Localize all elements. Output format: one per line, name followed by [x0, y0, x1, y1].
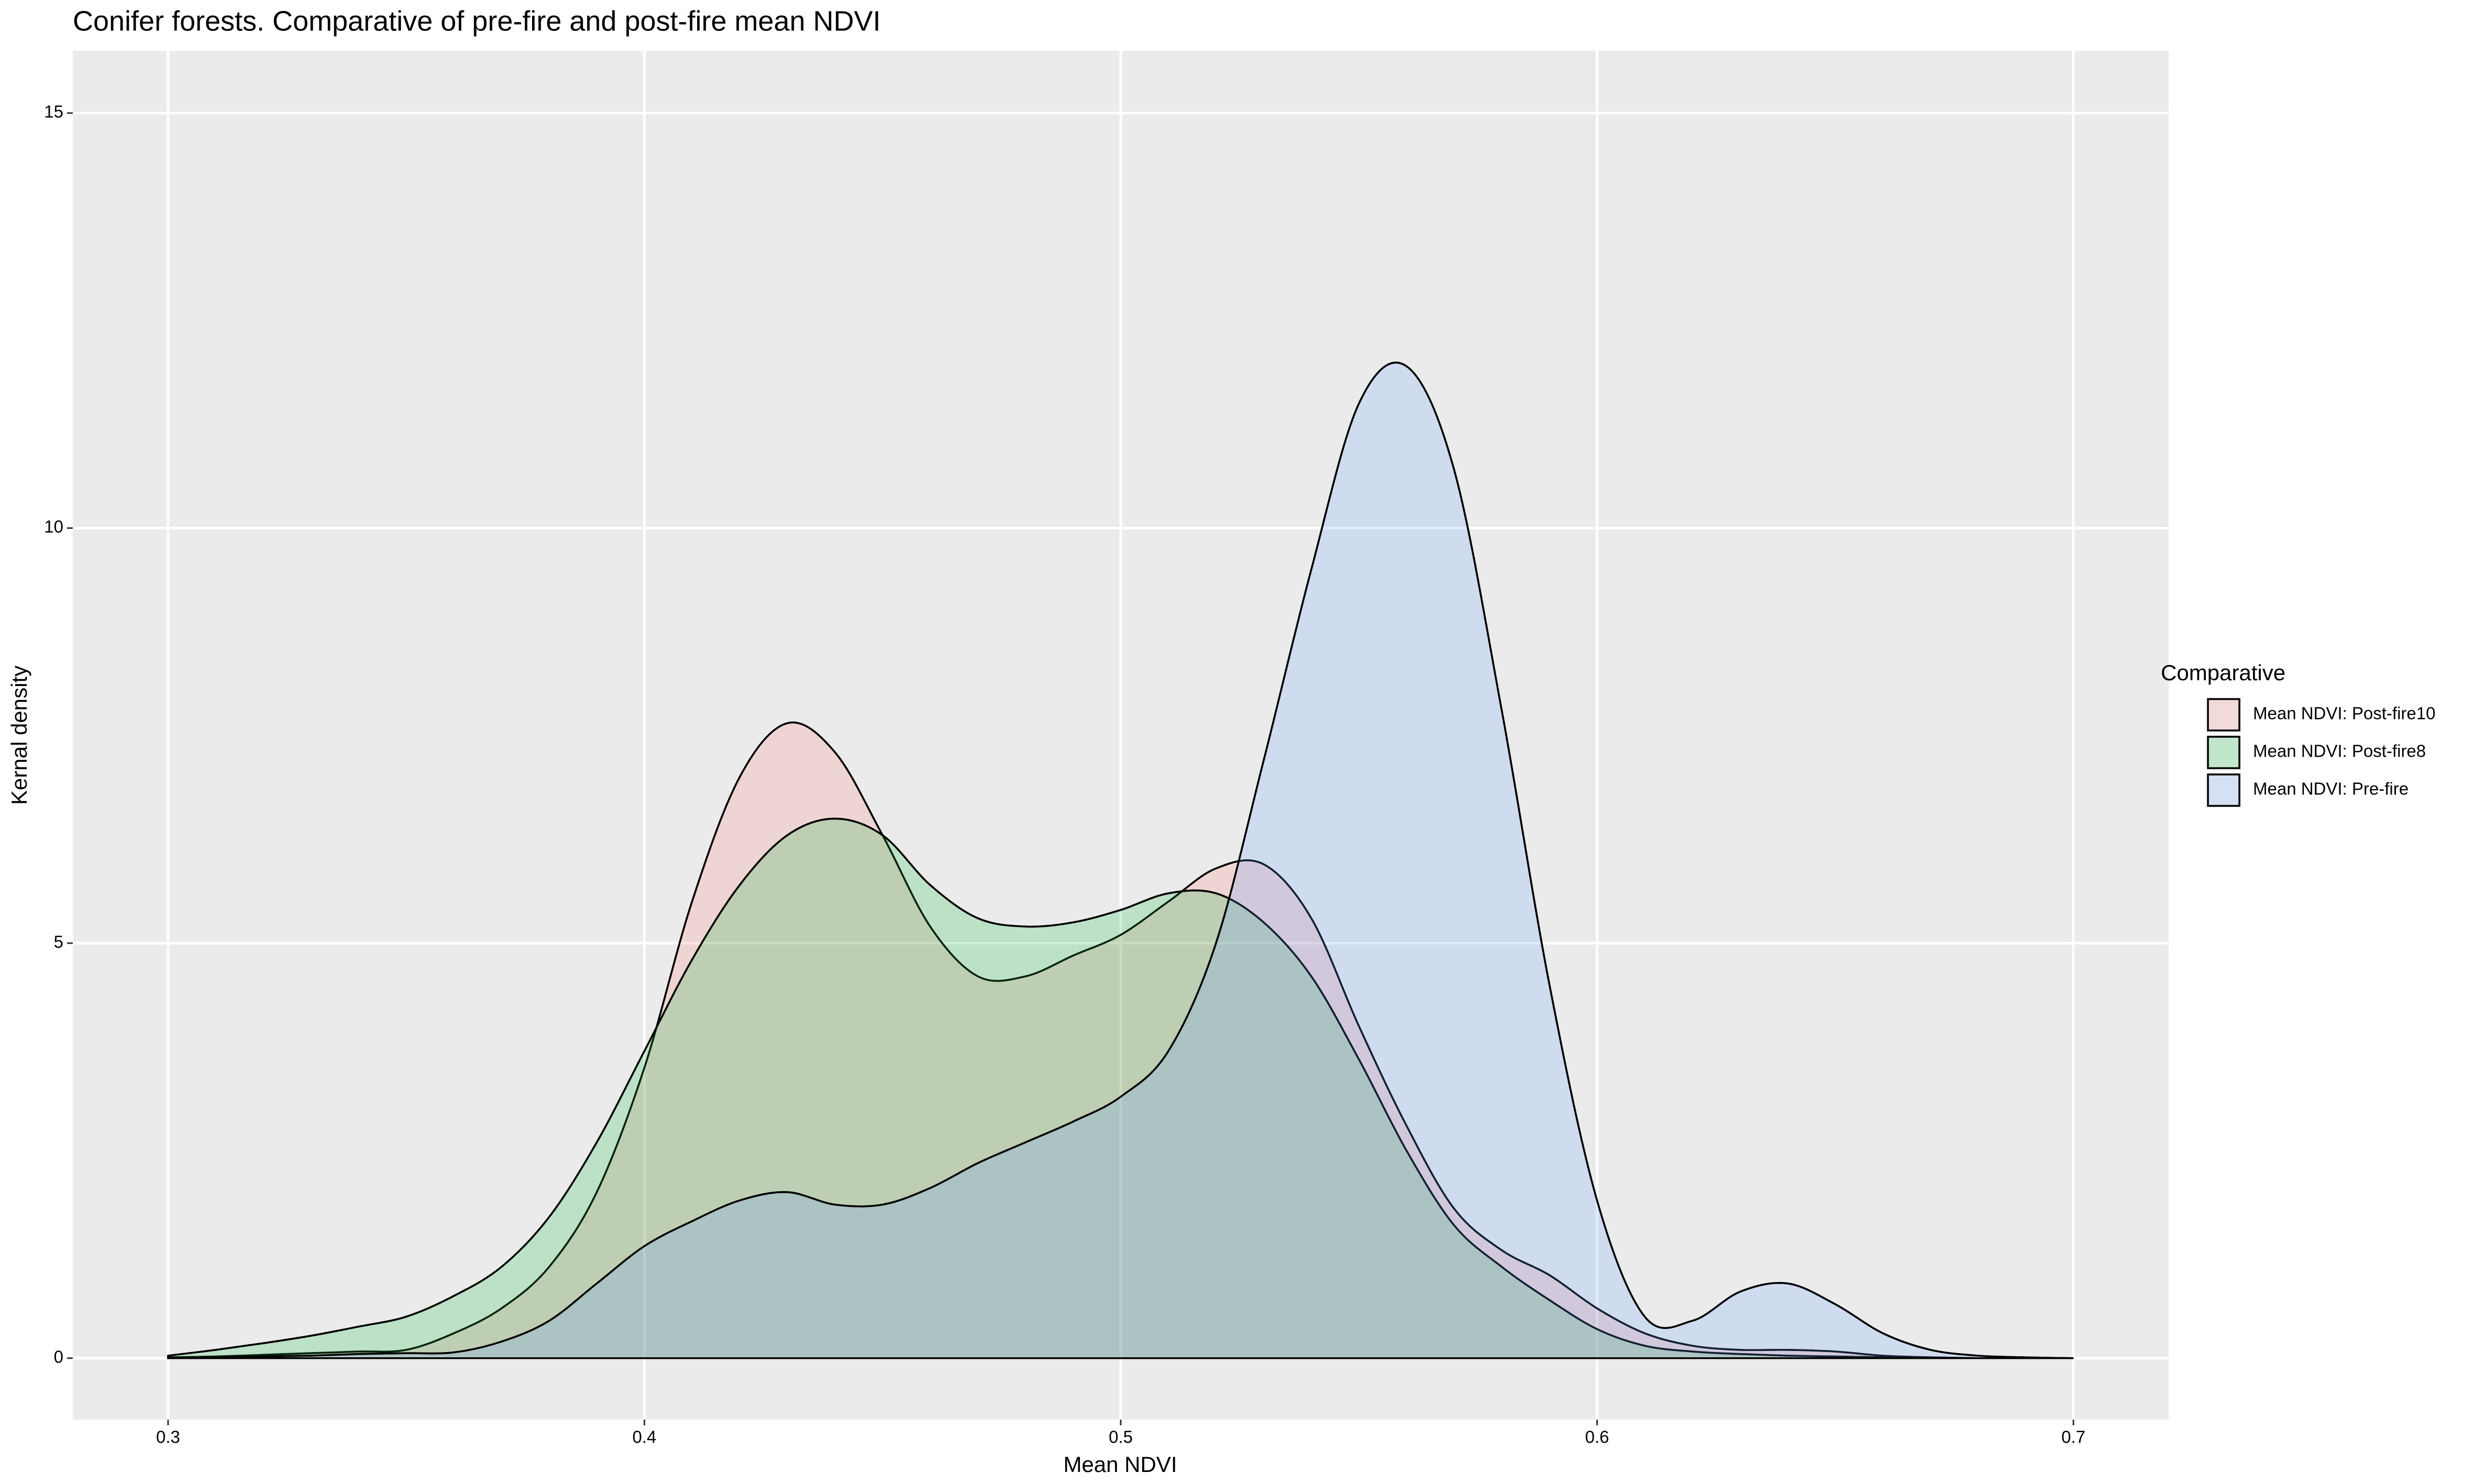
legend-label: Mean NDVI: Post-fire10 — [2253, 704, 2435, 723]
chart-title: Conifer forests. Comparative of pre-fire… — [73, 5, 881, 37]
legend-key — [2207, 698, 2240, 732]
legend-label: Mean NDVI: Pre-fire — [2253, 779, 2409, 799]
legend-key — [2207, 736, 2240, 769]
density-line — [168, 361, 2074, 1359]
density-line — [168, 817, 2074, 1359]
density-line — [168, 721, 2074, 1359]
x-axis-title: Mean NDVI — [1063, 1452, 1177, 1477]
legend-key-bg — [2206, 773, 2241, 807]
x-tick-label: 0.4 — [633, 1427, 657, 1447]
y-tick-label: 15 — [44, 102, 63, 121]
x-tick-label: 0.7 — [2061, 1427, 2085, 1447]
x-tick-label: 0.6 — [1585, 1427, 1609, 1447]
legend-key — [2207, 773, 2240, 807]
y-tick-label: 5 — [54, 932, 63, 951]
legend-key-bg — [2206, 697, 2241, 732]
legend-label: Mean NDVI: Post-fire8 — [2253, 741, 2426, 761]
legend-title: Comparative — [2161, 660, 2285, 685]
x-tick-label: 0.3 — [156, 1427, 180, 1447]
y-axis-title: Kernal density — [7, 666, 31, 805]
y-tick-label: 0 — [54, 1347, 63, 1366]
x-tick-label: 0.5 — [1109, 1427, 1133, 1447]
y-tick-label: 10 — [44, 517, 63, 536]
legend-key-bg — [2206, 735, 2241, 770]
